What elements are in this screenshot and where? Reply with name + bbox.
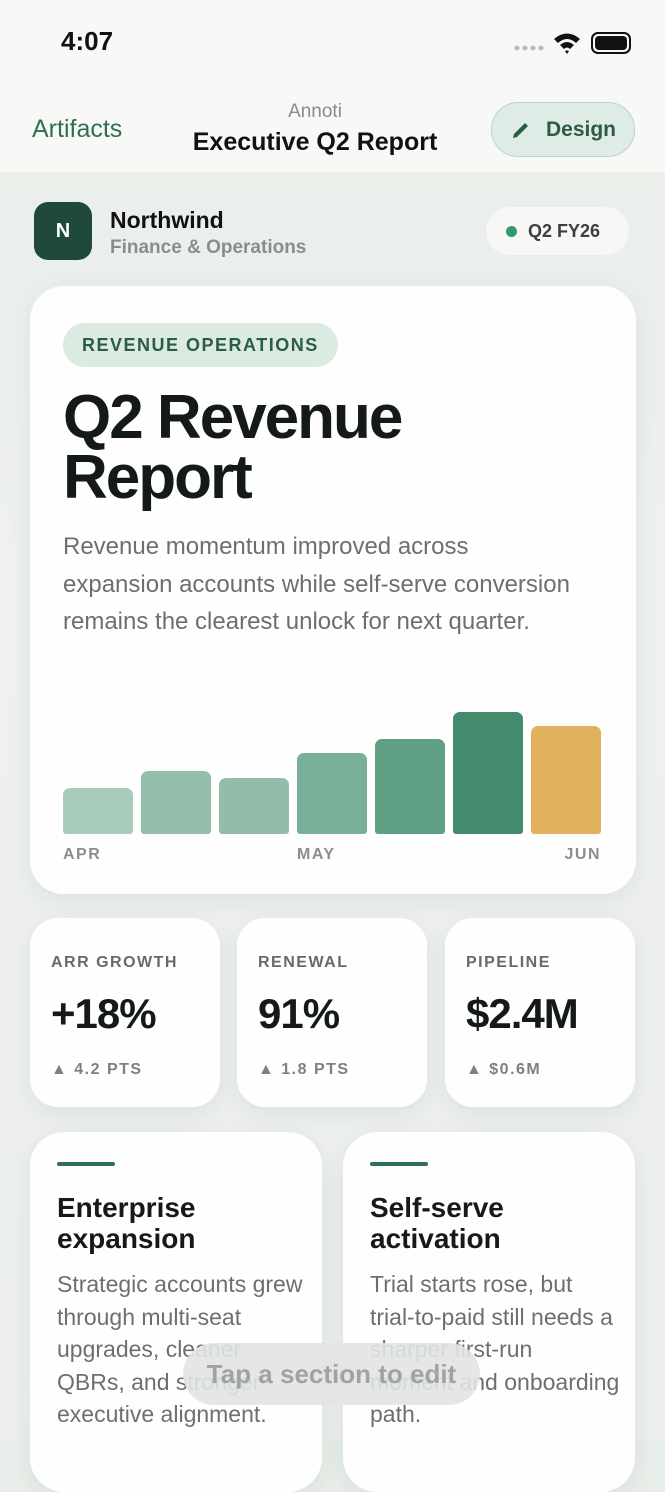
status-icons: [514, 32, 631, 54]
x-tick-label: JUN: [564, 846, 601, 863]
section-title: Enterprise expansion: [57, 1192, 196, 1254]
period-pill: Q2 FY26: [486, 207, 629, 255]
x-tick-label: MAY: [297, 846, 336, 863]
design-label: Design: [546, 118, 617, 141]
org-name: Northwind: [110, 207, 224, 233]
bar: [375, 739, 445, 834]
metric-card[interactable]: ARR GROWTH +18% ▲ 4.2 PTS: [30, 918, 220, 1107]
back-button[interactable]: Artifacts: [32, 115, 123, 143]
hero-card[interactable]: REVENUE OPERATIONS Q2 Revenue Report Rev…: [30, 286, 636, 894]
org-avatar: N: [34, 202, 92, 260]
toast: Tap a section to edit: [183, 1343, 480, 1405]
metric-card[interactable]: RENEWAL 91% ▲ 1.8 PTS: [237, 918, 427, 1107]
section-title: Self-serve activation: [370, 1192, 504, 1254]
metric-value: $2.4M: [466, 990, 579, 1037]
x-tick-label: APR: [63, 846, 102, 863]
hero-tag: REVENUE OPERATIONS: [63, 323, 338, 367]
section-accent: [57, 1162, 115, 1166]
period: Q2 FY26: [528, 221, 601, 241]
metric-label: RENEWAL: [258, 954, 349, 971]
hero-title: Q2 Revenue Report: [63, 383, 403, 512]
section-card[interactable]: Enterprise expansion Strategic accounts g…: [30, 1132, 322, 1492]
metric-value: +18%: [51, 990, 157, 1037]
pencil-icon: [513, 123, 528, 138]
section-body: Trial starts rose, but trial-to-paid sti…: [370, 1271, 620, 1427]
bar: [297, 753, 367, 834]
bar: [453, 712, 523, 834]
metric-delta: ▲ 1.8 PTS: [258, 1061, 350, 1078]
metric-label: ARR GROWTH: [51, 954, 178, 971]
app-name: Annoti: [288, 101, 342, 122]
design-button[interactable]: Design: [491, 102, 635, 157]
org-department: Finance & Operations: [110, 237, 307, 258]
status-time: 4:07: [61, 26, 114, 56]
section-card[interactable]: Self-serve activation Trial starts rose, …: [343, 1132, 635, 1492]
metric-delta: ▲ $0.6M: [466, 1061, 542, 1078]
bar: [531, 726, 601, 834]
metric-card[interactable]: PIPELINE $2.4M ▲ $0.6M: [445, 918, 635, 1107]
section-accent: [370, 1162, 428, 1166]
bar: [63, 788, 133, 834]
metric-value: 91%: [258, 990, 340, 1037]
bar: [219, 778, 289, 834]
app-screen: {"status_bar": {"time": "4:07"}, "nav": …: [0, 0, 665, 1440]
nav-title: Executive Q2 Report: [192, 128, 438, 156]
metric-label: PIPELINE: [466, 954, 551, 971]
status-dot: [506, 226, 517, 237]
bar: [141, 771, 211, 834]
metric-delta: ▲ 4.2 PTS: [51, 1061, 143, 1078]
hero-summary: Revenue momentum improved across expansi…: [63, 533, 570, 635]
